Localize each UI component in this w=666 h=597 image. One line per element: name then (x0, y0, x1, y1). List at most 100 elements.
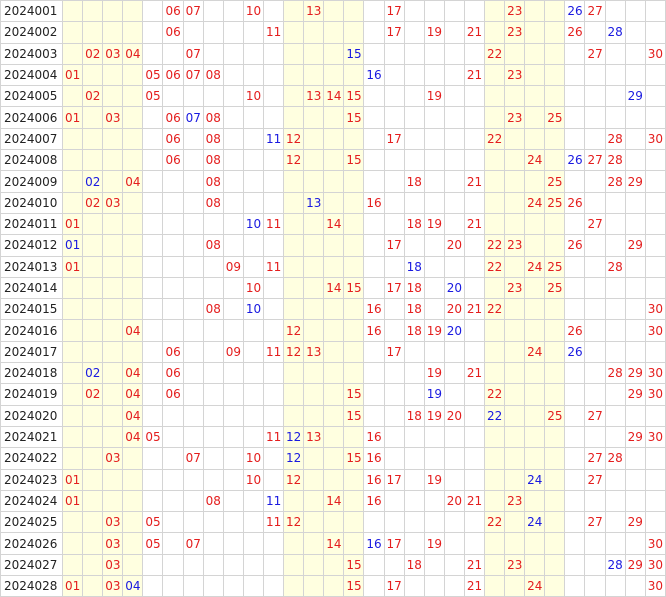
empty-cell (624, 149, 646, 172)
empty-cell (162, 468, 184, 491)
empty-cell (182, 276, 204, 300)
empty-cell (483, 447, 506, 470)
empty-cell (122, 276, 144, 300)
table-row: 2024009 02 04 08 18 21 25 28 29 (0, 170, 666, 193)
empty-cell (242, 191, 264, 214)
table-row: 2024023 01 10 12 16 17 19 24 27 (0, 468, 666, 491)
empty-cell (283, 85, 305, 108)
empty-cell (544, 425, 566, 449)
empty-cell (182, 553, 204, 577)
empty-cell (483, 212, 506, 236)
empty-cell (303, 170, 325, 193)
drawn-number: 06 (162, 21, 184, 44)
drawn-number: 01 (61, 63, 84, 87)
empty-cell (323, 191, 345, 214)
empty-cell (624, 447, 646, 470)
empty-cell (383, 511, 405, 534)
empty-cell (323, 553, 345, 577)
drawn-number: 04 (122, 170, 144, 193)
drawn-number: 03 (102, 532, 124, 555)
empty-cell (403, 383, 425, 406)
empty-cell (222, 127, 244, 151)
empty-cell (544, 447, 566, 470)
empty-cell (544, 575, 566, 597)
table-row: 2024010 02 03 08 13 16 24 25 26 (0, 191, 666, 214)
empty-cell (182, 21, 204, 44)
empty-cell (202, 276, 224, 300)
empty-cell (82, 489, 104, 513)
empty-cell (303, 63, 325, 87)
empty-cell (202, 511, 224, 534)
drawn-number: 12 (283, 149, 305, 172)
empty-cell (122, 553, 144, 577)
drawn-number: 06 (162, 149, 184, 172)
empty-cell (61, 319, 84, 342)
drawn-number: 30 (644, 532, 666, 555)
empty-cell (122, 127, 144, 151)
empty-cell (82, 575, 104, 597)
empty-cell (222, 42, 244, 65)
issue-number: 2024009 (0, 170, 63, 193)
empty-cell (564, 106, 586, 129)
empty-cell (303, 21, 325, 44)
empty-cell (504, 149, 526, 172)
empty-cell (162, 489, 184, 513)
empty-cell (222, 0, 244, 23)
empty-cell (283, 21, 305, 44)
empty-cell (262, 106, 285, 129)
empty-cell (242, 404, 264, 427)
empty-cell (102, 425, 124, 449)
drawn-number: 21 (463, 63, 485, 87)
empty-cell (403, 0, 425, 23)
empty-cell (463, 383, 485, 406)
drawn-number: 24 (524, 191, 546, 214)
empty-cell (182, 340, 204, 364)
issue-number: 2024026 (0, 532, 63, 555)
drawn-number: 08 (202, 298, 224, 321)
empty-cell (524, 447, 546, 470)
empty-cell (423, 63, 445, 87)
empty-cell (403, 340, 425, 364)
drawn-number: 21 (463, 298, 485, 321)
empty-cell (142, 362, 164, 385)
empty-cell (504, 85, 526, 108)
empty-cell (343, 511, 365, 534)
empty-cell (604, 106, 626, 129)
empty-cell (202, 532, 224, 555)
empty-cell (604, 489, 626, 513)
empty-cell (383, 489, 405, 513)
empty-cell (403, 149, 425, 172)
empty-cell (323, 383, 345, 406)
drawn-number: 28 (604, 362, 626, 385)
empty-cell (262, 298, 285, 321)
empty-cell (524, 0, 546, 23)
table-row: 2024015 08 10 16 18 20 21 22 30 (0, 298, 666, 321)
empty-cell (504, 191, 526, 214)
drawn-number: 02 (82, 170, 104, 193)
table-row: 2024001 06 07 10 13 17 23 26 27 (0, 0, 666, 23)
drawn-number: 24 (524, 511, 546, 534)
drawn-number: 12 (283, 447, 305, 470)
empty-cell (283, 212, 305, 236)
drawn-number: 23 (504, 276, 526, 300)
drawn-number: 10 (242, 447, 264, 470)
empty-cell (61, 149, 84, 172)
empty-cell (303, 553, 325, 577)
empty-cell (463, 106, 485, 129)
drawn-number: 07 (182, 42, 204, 65)
drawn-number: 04 (122, 42, 144, 65)
empty-cell (82, 234, 104, 257)
empty-cell (283, 234, 305, 257)
drawn-number: 06 (162, 63, 184, 87)
drawn-number: 25 (544, 276, 566, 300)
empty-cell (644, 340, 666, 364)
empty-cell (483, 85, 506, 108)
empty-cell (122, 340, 144, 364)
table-row: 2024008 06 08 12 15 24 26 27 28 (0, 149, 666, 172)
empty-cell (624, 255, 646, 278)
empty-cell (483, 276, 506, 300)
empty-cell (262, 63, 285, 87)
empty-cell (242, 234, 264, 257)
